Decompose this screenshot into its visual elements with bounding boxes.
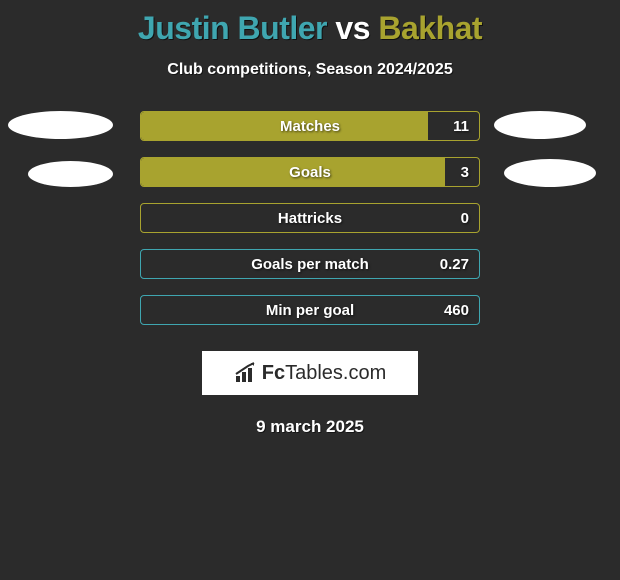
player2-name: Bakhat — [378, 10, 482, 46]
bars-container: Matches11 Goals3 Hattricks0 Goals per match… — [140, 111, 480, 341]
stat-bar-label: Goals — [141, 158, 479, 186]
stat-bar-row: Goals3 — [140, 157, 480, 187]
stat-bar-label: Hattricks — [141, 204, 479, 232]
stat-bar-value: 11 — [453, 112, 469, 140]
bar-chart-icon — [234, 362, 258, 384]
stat-bar-row: Matches11 — [140, 111, 480, 141]
stat-bar-label: Goals per match — [141, 250, 479, 278]
date-text: 9 march 2025 — [0, 417, 620, 437]
fctables-logo: FcTables.com — [202, 351, 418, 395]
stat-bar-value: 0 — [461, 204, 469, 232]
comparison-chart: Matches11 Goals3 Hattricks0 Goals per match… — [0, 111, 620, 341]
decorative-ellipse — [28, 161, 113, 187]
logo-text: FcTables.com — [262, 362, 387, 385]
vs-text: vs — [335, 10, 370, 46]
stat-bar-value: 0.27 — [440, 250, 469, 278]
stat-bar-value: 460 — [444, 296, 469, 324]
decorative-ellipse — [8, 111, 113, 139]
stat-bar-row: Goals per match0.27 — [140, 249, 480, 279]
stat-bar-value: 3 — [461, 158, 469, 186]
stat-bar-row: Hattricks0 — [140, 203, 480, 233]
stat-bar-row: Min per goal460 — [140, 295, 480, 325]
stat-bar-label: Matches — [141, 112, 479, 140]
player1-name: Justin Butler — [138, 10, 327, 46]
decorative-ellipse — [504, 159, 596, 187]
decorative-ellipse — [494, 111, 586, 139]
stat-bar-label: Min per goal — [141, 296, 479, 324]
subtitle: Club competitions, Season 2024/2025 — [0, 61, 620, 79]
page-title: Justin Butler vs Bakhat — [0, 0, 620, 47]
